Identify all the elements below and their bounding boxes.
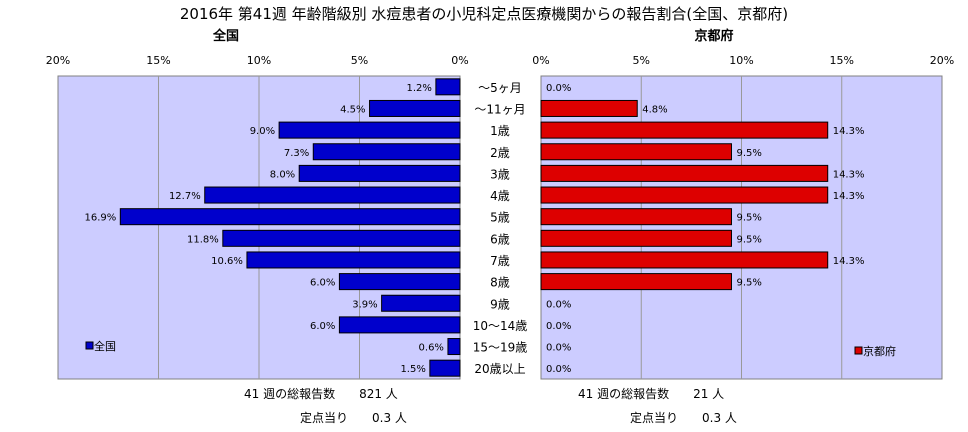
left-bar: [222, 229, 461, 247]
left-bar: [119, 208, 461, 226]
left-subtitle: 全国: [212, 28, 239, 44]
right-bar: [540, 99, 638, 117]
right-data-label: 9.5%: [736, 278, 761, 289]
left-data-label: 4.5%: [340, 104, 365, 115]
left-bar: [447, 338, 461, 356]
right-data-label: 9.5%: [736, 234, 761, 245]
category-label: 4歳: [490, 189, 510, 203]
category-label: ～5ヶ月: [478, 81, 522, 95]
category-label: 9歳: [490, 297, 510, 311]
right-data-label: 14.3%: [833, 256, 865, 267]
right-bar: [540, 143, 732, 161]
right-data-label: 0.0%: [546, 364, 571, 375]
left-data-label: 8.0%: [270, 169, 295, 180]
left-tick-label: 20%: [46, 54, 70, 67]
left-bar: [429, 359, 461, 377]
right-bar: [540, 186, 829, 204]
category-label: 10～14歳: [473, 319, 528, 333]
left-bar: [338, 273, 461, 291]
right-data-label: 0.0%: [546, 299, 571, 310]
left-data-label: 7.3%: [284, 148, 309, 159]
right-subtitle: 京都府: [694, 28, 733, 44]
left-tick-label: 10%: [247, 54, 271, 67]
left-panel: 0%5%10%15%20% 1.2%4.5%9.0%7.3%8.0%12.7%1…: [46, 54, 469, 380]
left-data-label: 10.6%: [211, 256, 243, 267]
right-legend: 京都府: [854, 344, 896, 358]
category-label: ～11ヶ月: [474, 102, 525, 116]
category-label: 20歳以上: [474, 362, 525, 376]
chart-title: 2016年 第41週 年齢階級別 水痘患者の小児科定点医療機関からの報告割合(全…: [180, 5, 788, 23]
left-tick-label: 15%: [146, 54, 170, 67]
left-tick-labels: 0% 5% 10% 15% 20%: [46, 54, 469, 67]
left-bar: [381, 294, 461, 312]
left-tick-label: 0%: [451, 54, 468, 67]
category-label: 3歳: [490, 167, 510, 181]
right-tick-label: 5%: [633, 54, 650, 67]
left-bar: [204, 186, 461, 204]
right-tick-label: 10%: [729, 54, 753, 67]
category-label: 2歳: [490, 146, 510, 160]
right-bars: 0.0% 4.8% 14.3% 9.5% 14.3% 14.3% 9.5% 9.5% 14.3%…: [540, 83, 865, 375]
left-bar: [369, 99, 461, 117]
left-bar: [246, 251, 461, 269]
right-data-label: 9.5%: [736, 148, 761, 159]
left-bar: [298, 164, 461, 182]
category-label: 1歳: [490, 124, 510, 138]
right-legend-swatch: [854, 346, 863, 355]
left-data-label: 11.8%: [187, 234, 219, 245]
right-data-label: 14.3%: [833, 191, 865, 202]
right-data-label: 14.3%: [833, 126, 865, 137]
right-footer-total: 41 週の総報告数 21 人: [578, 386, 724, 401]
left-bar: [312, 143, 461, 161]
category-label: 6歳: [490, 232, 510, 246]
left-data-label: 9.0%: [250, 126, 275, 137]
right-tick-label: 20%: [930, 54, 954, 67]
category-label: 15～19歳: [473, 341, 528, 355]
left-footer-per: 定点当り 0.3 人: [300, 410, 407, 425]
right-data-label: 9.5%: [736, 213, 761, 224]
right-tick-label: 0%: [532, 54, 549, 67]
category-label: 7歳: [490, 254, 510, 268]
left-bars: 1.2% 4.5% 9.0% 7.3% 8.0% 12.7% 16.9% 11.8% 10.6%…: [85, 78, 461, 377]
left-legend: 全国: [85, 339, 116, 353]
left-tick-label: 5%: [351, 54, 368, 67]
right-panel: 0% 5% 10% 15% 20% 0.0% 4.8% 14.3% 9.5% 14.3% 14.3…: [532, 54, 954, 380]
category-label: 5歳: [490, 211, 510, 225]
right-bar: [540, 164, 829, 182]
right-bar: [540, 251, 829, 269]
right-bar: [540, 208, 732, 226]
left-footer-total: 41 週の総報告数 821 人: [244, 386, 398, 401]
right-footer-per: 定点当り 0.3 人: [630, 410, 737, 425]
right-data-label: 0.0%: [546, 83, 571, 94]
right-data-label: 4.8%: [642, 104, 667, 115]
right-tick-labels: 0% 5% 10% 15% 20%: [532, 54, 954, 67]
category-labels: ～5ヶ月 ～11ヶ月 1歳 2歳 3歳 4歳 5歳 6歳 7歳 8歳 9歳 10～14歳 15～19歳 2…: [473, 81, 528, 376]
left-data-label: 16.9%: [85, 213, 117, 224]
left-data-label: 6.0%: [310, 278, 335, 289]
left-data-label: 3.9%: [352, 299, 377, 310]
right-legend-label: 京都府: [863, 344, 896, 358]
left-data-label: 12.7%: [169, 191, 201, 202]
left-bar: [338, 316, 461, 334]
right-data-label: 14.3%: [833, 169, 865, 180]
left-data-label: 1.5%: [400, 364, 425, 375]
left-data-label: 6.0%: [310, 321, 335, 332]
right-bar: [540, 229, 732, 247]
left-legend-label: 全国: [94, 339, 116, 353]
right-tick-label: 15%: [830, 54, 854, 67]
left-data-label: 0.6%: [419, 343, 444, 354]
left-bar: [435, 78, 461, 96]
right-bar: [540, 121, 829, 139]
category-label: 8歳: [490, 276, 510, 290]
left-legend-swatch: [85, 341, 94, 350]
right-data-label: 0.0%: [546, 343, 571, 354]
left-bar: [278, 121, 461, 139]
left-data-label: 1.2%: [406, 83, 431, 94]
right-data-label: 0.0%: [546, 321, 571, 332]
right-bar: [540, 273, 732, 291]
